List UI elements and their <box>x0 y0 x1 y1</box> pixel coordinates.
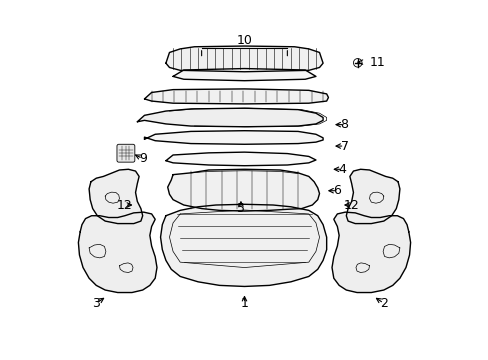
Polygon shape <box>137 108 323 127</box>
Text: 12: 12 <box>117 198 132 212</box>
Text: 1: 1 <box>240 297 248 310</box>
FancyBboxPatch shape <box>117 144 135 162</box>
Text: 8: 8 <box>340 118 348 131</box>
Text: 12: 12 <box>343 198 359 212</box>
Text: 3: 3 <box>92 297 100 310</box>
Text: 5: 5 <box>237 202 244 215</box>
Polygon shape <box>346 169 399 224</box>
Text: 6: 6 <box>333 184 341 197</box>
Polygon shape <box>89 169 142 224</box>
Polygon shape <box>144 131 323 144</box>
Polygon shape <box>331 212 410 293</box>
Polygon shape <box>78 212 157 293</box>
Polygon shape <box>167 169 319 211</box>
Polygon shape <box>144 89 328 104</box>
Polygon shape <box>160 204 326 287</box>
Text: 4: 4 <box>338 163 346 176</box>
Polygon shape <box>173 68 315 81</box>
Text: 7: 7 <box>340 140 348 153</box>
Polygon shape <box>165 46 323 72</box>
Text: 2: 2 <box>379 297 387 310</box>
Text: 10: 10 <box>236 34 252 47</box>
Text: 9: 9 <box>139 152 146 165</box>
Polygon shape <box>165 152 315 166</box>
Text: 11: 11 <box>369 55 385 69</box>
